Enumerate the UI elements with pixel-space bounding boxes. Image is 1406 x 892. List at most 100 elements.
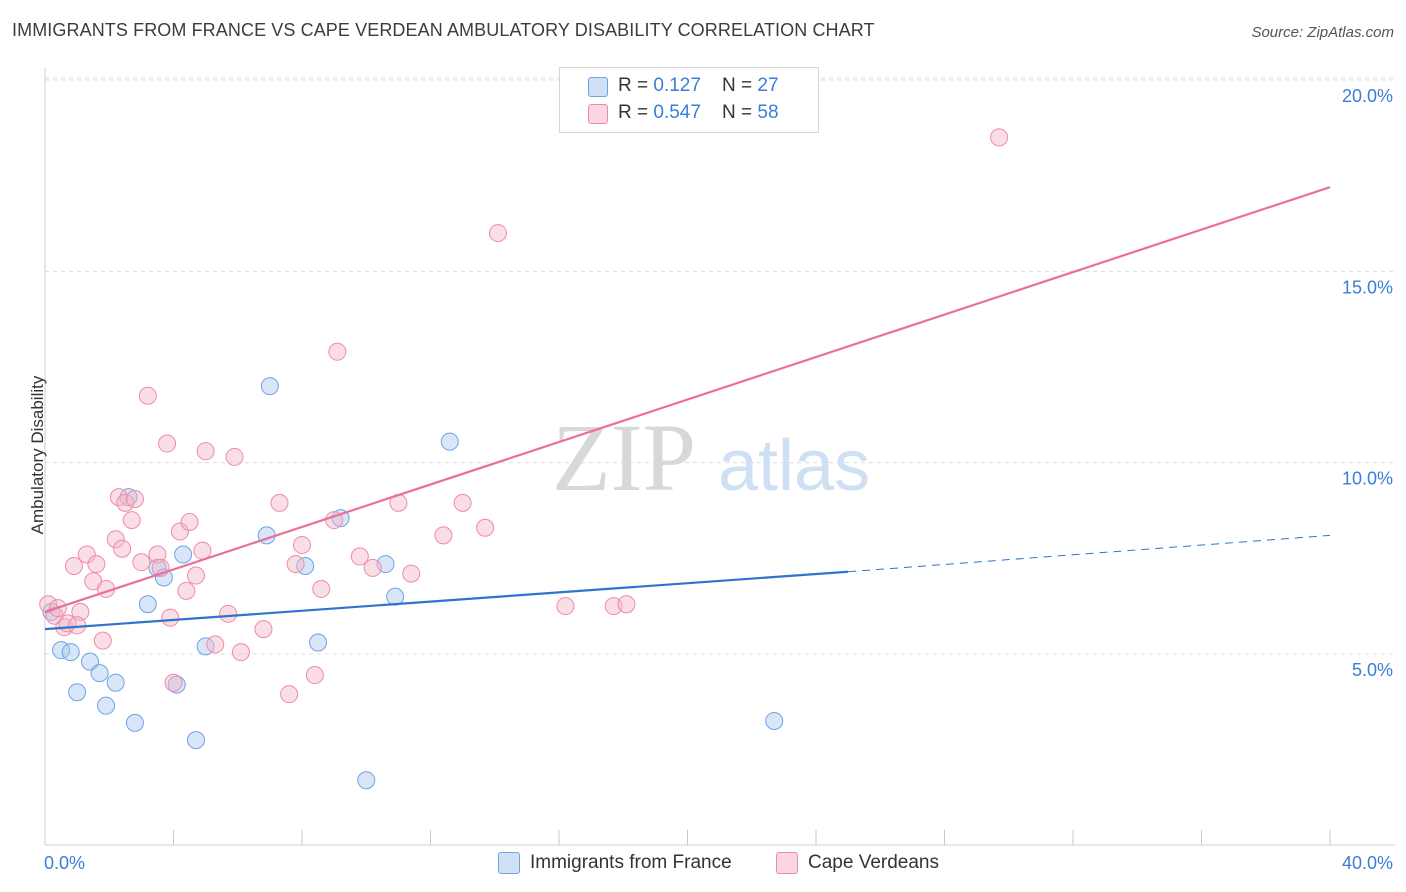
legend-swatch-cape-verdean xyxy=(588,104,608,124)
data-point xyxy=(363,558,382,577)
data-point xyxy=(180,512,199,531)
data-point xyxy=(138,595,157,614)
data-point xyxy=(453,493,472,512)
data-point xyxy=(357,771,376,790)
data-point xyxy=(68,683,87,702)
y-tick-label: 15.0% xyxy=(1342,277,1393,297)
legend-n-value: 58 xyxy=(757,102,779,123)
data-point xyxy=(148,545,167,564)
data-point xyxy=(488,224,507,243)
watermark-atlas: atlas xyxy=(718,426,870,506)
series-cape-verdeans xyxy=(39,78,1009,704)
tick-labels: 5.0% 10.0% 15.0% 20.0% 0.0% 40.0% xyxy=(44,86,1393,873)
data-point xyxy=(260,377,279,396)
legend-r-label: R = xyxy=(618,75,654,96)
correlation-legend: R = 0.127 N = 27 R = 0.547 N = 58 xyxy=(559,67,819,133)
bottom-legend-swatch-france xyxy=(498,852,520,874)
data-point xyxy=(476,518,495,537)
trend-line xyxy=(44,570,849,631)
data-point xyxy=(231,643,250,662)
data-point xyxy=(64,556,83,575)
axes xyxy=(44,68,1395,846)
data-point xyxy=(309,633,328,652)
data-point xyxy=(386,587,405,606)
data-point xyxy=(170,522,189,541)
y-tick-label: 5.0% xyxy=(1352,660,1393,680)
data-point xyxy=(193,541,212,560)
data-point xyxy=(186,566,205,585)
data-point xyxy=(270,493,289,512)
bottom-legend-label-france: Immigrants from France xyxy=(530,852,732,873)
legend-r-label: R = xyxy=(618,102,654,123)
data-point xyxy=(254,620,273,639)
data-point xyxy=(158,434,177,453)
grid-lines xyxy=(45,77,1395,655)
legend-row-cape-verdean: R = 0.547 N = 58 xyxy=(618,102,779,124)
data-point xyxy=(350,547,369,566)
data-point xyxy=(113,539,132,558)
data-point xyxy=(61,643,80,662)
trend-lines xyxy=(44,186,1331,631)
trend-line xyxy=(44,186,1331,613)
legend-r-value: 0.127 xyxy=(653,75,701,96)
data-point xyxy=(80,652,99,671)
data-point xyxy=(106,673,125,692)
data-point xyxy=(68,616,87,635)
legend-row-france: R = 0.127 N = 27 xyxy=(618,75,779,97)
data-point xyxy=(293,535,311,554)
data-point xyxy=(87,555,106,574)
data-point xyxy=(434,526,453,545)
data-point xyxy=(765,711,784,730)
data-point xyxy=(164,673,183,692)
data-point xyxy=(125,490,144,509)
data-point xyxy=(71,602,90,621)
data-point xyxy=(174,545,193,564)
data-point xyxy=(106,530,125,549)
data-point xyxy=(196,442,215,461)
data-point xyxy=(305,666,324,685)
chart-title: IMMIGRANTS FROM FRANCE VS CAPE VERDEAN A… xyxy=(12,20,875,40)
data-point xyxy=(990,128,1009,147)
data-point xyxy=(186,731,205,750)
watermark: ZIP atlas xyxy=(552,404,870,511)
data-point xyxy=(161,608,180,627)
data-point xyxy=(219,604,238,623)
source-credit: Source: ZipAtlas.com xyxy=(1251,24,1394,41)
y-axis-label: Ambulatory Disability xyxy=(28,375,47,535)
data-point xyxy=(116,493,135,512)
data-point xyxy=(132,553,151,572)
data-point xyxy=(286,555,305,574)
data-point xyxy=(97,696,116,715)
data-point xyxy=(77,545,96,564)
data-point xyxy=(617,595,636,614)
data-point xyxy=(328,342,347,361)
x-tick-label: 0.0% xyxy=(44,853,85,873)
data-point xyxy=(440,432,459,451)
data-point xyxy=(90,664,109,683)
data-point xyxy=(280,685,299,704)
y-tick-label: 20.0% xyxy=(1342,86,1393,106)
legend-swatch-france xyxy=(588,77,608,97)
legend-n-value: 27 xyxy=(757,75,779,96)
data-point xyxy=(206,635,225,654)
legend-n-label: N = xyxy=(722,102,758,123)
trend-line-extension xyxy=(848,534,1331,573)
watermark-zip: ZIP xyxy=(552,404,696,511)
x-tick-label: 40.0% xyxy=(1342,853,1393,873)
y-tick-label: 10.0% xyxy=(1342,469,1393,489)
data-point xyxy=(177,581,196,600)
data-point xyxy=(167,675,186,694)
bottom-legend-label-cape-verdean: Cape Verdeans xyxy=(808,852,939,873)
data-point xyxy=(125,713,144,732)
legend-n-label: N = xyxy=(722,75,758,96)
data-point xyxy=(402,564,421,583)
data-point xyxy=(119,488,138,507)
data-point xyxy=(93,631,112,650)
data-point xyxy=(138,386,157,405)
data-point xyxy=(225,447,244,466)
data-point xyxy=(556,597,575,616)
data-point xyxy=(122,511,141,530)
legend-r-value: 0.547 xyxy=(653,102,701,123)
bottom-legend-swatch-cape-verdean xyxy=(776,852,798,874)
